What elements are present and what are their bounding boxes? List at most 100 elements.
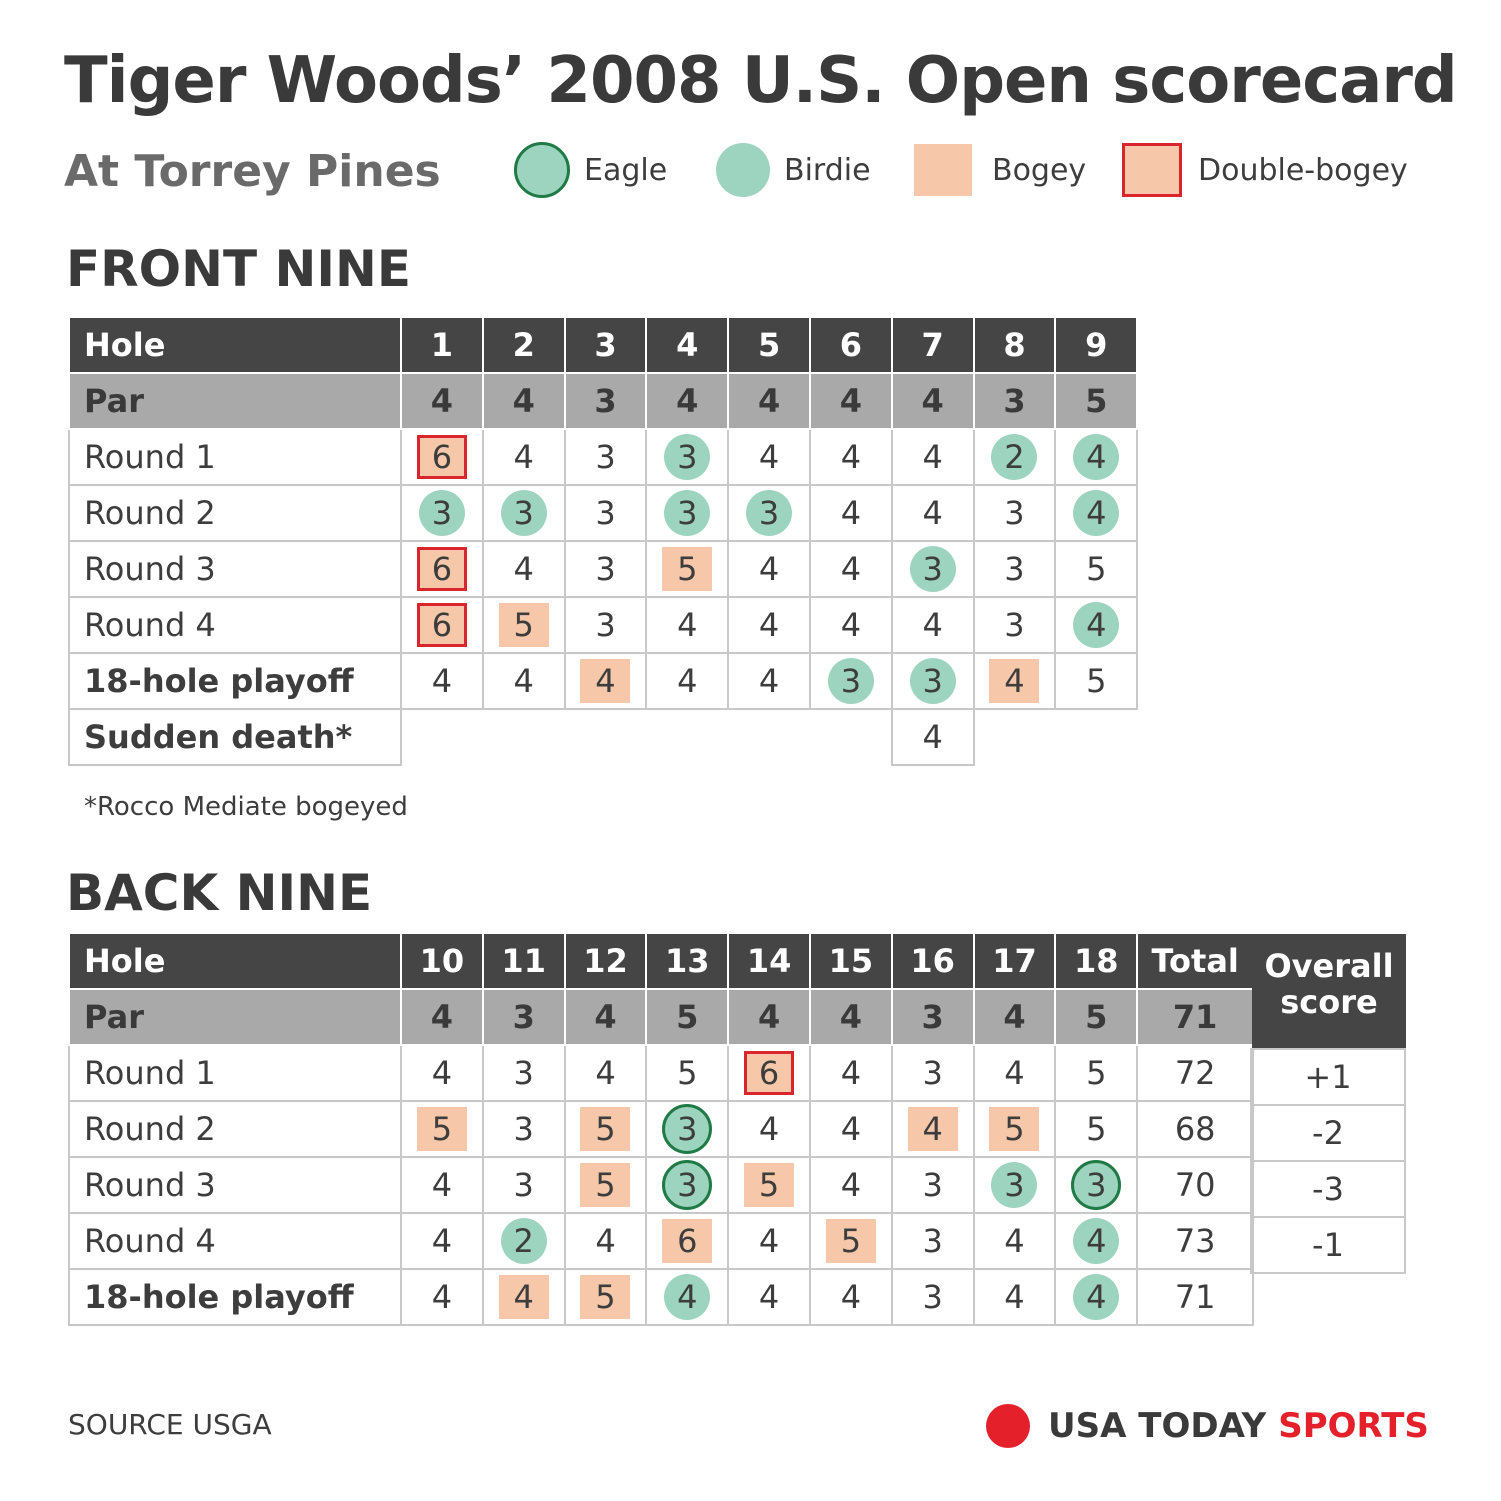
bogey-mark: 4 [989, 659, 1040, 703]
score-cell: 3 [481, 1044, 566, 1102]
round-row: Round 2 5 3 5 3 4 4 4 5 5 68 [68, 1100, 1255, 1158]
score-cell: 4 [890, 428, 975, 486]
score-cell: 3 [808, 652, 893, 710]
round-row: 18-hole playoff 4 4 4 4 4 3 3 4 5 [68, 652, 1139, 710]
score-cell: 3 [1054, 1156, 1139, 1214]
birdie-mark: 4 [1073, 1218, 1120, 1264]
round-total: 68 [1136, 1100, 1255, 1158]
score-cell: 3 [890, 540, 975, 598]
empty-cell [1055, 709, 1137, 765]
birdie-mark: 3 [418, 490, 465, 536]
score-cell: 4 [808, 1156, 893, 1214]
hole-number: 15 [808, 932, 893, 990]
par-value: 4 [727, 372, 811, 430]
bogey-mark: 4 [498, 1275, 549, 1319]
score-cell: 5 [645, 1044, 730, 1102]
score-cell: 4 [645, 596, 730, 654]
par-value: 4 [481, 372, 566, 430]
bogey-mark: 5 [580, 1107, 631, 1151]
score-cell: 4 [481, 428, 566, 486]
score-cell: 3 [563, 484, 648, 542]
birdie-mark: 3 [746, 490, 793, 536]
score-cell: 4 [890, 596, 975, 654]
birdie-mark: 3 [664, 434, 711, 480]
score-cell: 3 [563, 428, 648, 486]
birdie-mark: 3 [827, 658, 874, 704]
score-cell: 6 [400, 540, 484, 598]
back-nine-table: Hole 10 11 12 13 14 15 16 17 18 Total Par 4 3 4 5 4 4 3 4 5 7… [68, 932, 1255, 1326]
hole-number: 18 [1054, 932, 1139, 990]
hole-number: 14 [727, 932, 811, 990]
score-cell: 4 [727, 428, 811, 486]
score-cell: 3 [481, 484, 566, 542]
score-cell: 4 [972, 1044, 1057, 1102]
score-cell: 5 [563, 1156, 648, 1214]
overall-row: -2 [1250, 1104, 1406, 1162]
score-cell: 4 [808, 1268, 893, 1326]
score-cell: 4 [645, 1268, 730, 1326]
total-header: Total [1136, 932, 1255, 990]
score-cell: 3 [481, 1156, 566, 1214]
score-cell: 4 [727, 1100, 811, 1158]
birdie-mark: 4 [1073, 1274, 1120, 1320]
score-cell: 5 [727, 1156, 811, 1214]
birdie-mark: 2 [991, 434, 1038, 480]
par-value: 4 [563, 988, 648, 1046]
legend-birdie: Birdie [716, 142, 871, 198]
page-title: Tiger Woods’ 2008 U.S. Open scorecard [64, 44, 1458, 118]
score-cell: 4 [1054, 1212, 1139, 1270]
back-nine-heading: BACK NINE [66, 864, 373, 922]
par-label: Par [68, 372, 402, 430]
score-cell: 6 [400, 596, 484, 654]
round-label: 18-hole playoff [68, 1268, 402, 1326]
birdie-swatch-icon [716, 143, 770, 197]
empty-cell [810, 709, 892, 765]
empty-cell [646, 709, 728, 765]
bogey-mark: 5 [580, 1275, 631, 1319]
sudden-death-label: Sudden death* [68, 708, 402, 766]
legend-birdie-label: Birdie [784, 152, 871, 188]
score-cell: 5 [563, 1268, 648, 1326]
bogey-mark: 5 [662, 547, 713, 591]
birdie-mark: 3 [664, 490, 711, 536]
empty-cell [483, 709, 565, 765]
bogey-mark: 4 [907, 1107, 958, 1151]
empty-cell [565, 709, 647, 765]
par-value: 3 [481, 988, 566, 1046]
hole-number: 13 [645, 932, 730, 990]
hole-number: 17 [972, 932, 1057, 990]
score-cell: 4 [563, 1044, 648, 1102]
legend-double-bogey-label: Double-bogey [1198, 152, 1408, 188]
round-label: Round 3 [68, 1156, 402, 1214]
overall-row: +1 [1250, 1048, 1406, 1106]
overall-score-column: +1 -2 -3 -1 [1250, 1048, 1406, 1274]
legend-double-bogey: Double-bogey [1122, 142, 1408, 198]
score-cell: 3 [727, 484, 811, 542]
overall-score-header: Overall score [1252, 934, 1406, 1050]
score-cell: 4 [727, 540, 811, 598]
score-cell: 4 [727, 1268, 811, 1326]
score-cell: 3 [645, 1156, 730, 1214]
score-cell: 4 [400, 1212, 484, 1270]
score-cell: 5 [1054, 652, 1139, 710]
hole-number: 4 [645, 316, 730, 374]
par-value: 4 [645, 372, 730, 430]
bogey-mark: 4 [580, 659, 631, 703]
score-cell: 4 [727, 652, 811, 710]
bogey-mark: 5 [989, 1107, 1040, 1151]
sudden-death-row: Sudden death* 4 [68, 708, 1137, 766]
double-bogey-mark: 6 [416, 603, 467, 647]
score-cell: 4 [890, 1100, 975, 1158]
score-cell: 4 [808, 484, 893, 542]
double-bogey-swatch-icon [1122, 143, 1182, 197]
hole-number: 2 [481, 316, 566, 374]
score-cell: 3 [890, 1156, 975, 1214]
score-cell: 4 [972, 1212, 1057, 1270]
round-row: Round 1 4 3 4 5 6 4 3 4 5 72 [68, 1044, 1255, 1102]
score-cell: 5 [563, 1100, 648, 1158]
birdie-mark: 3 [500, 490, 547, 536]
score-cell: 4 [808, 1100, 893, 1158]
birdie-mark: 4 [664, 1274, 711, 1320]
par-value: 4 [400, 372, 484, 430]
